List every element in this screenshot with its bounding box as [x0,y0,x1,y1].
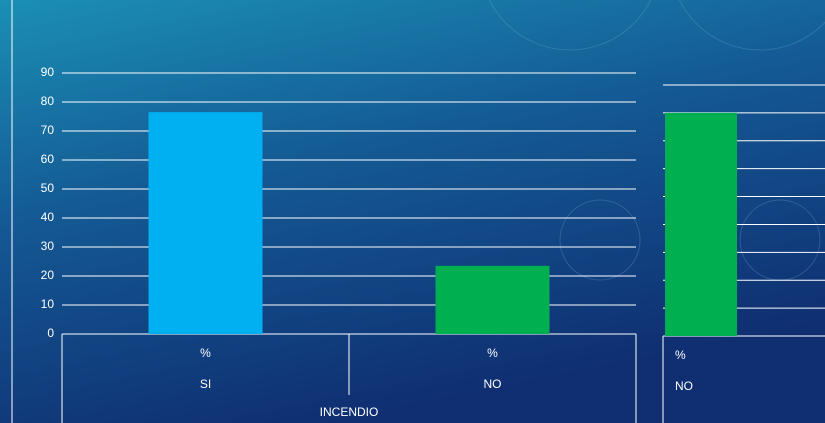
y-tick-label: 80 [41,94,55,108]
y-tick-label: 10 [41,297,55,311]
bar [435,265,550,334]
category-unit: % [675,348,686,362]
chart: % NO [662,84,825,423]
x-tick-label: NO [484,377,502,391]
category-unit: % [200,346,211,360]
x-tick-label: NO [675,379,693,393]
category-unit: % [487,346,498,360]
group-label: INCENDIO [320,405,379,419]
y-tick-label: 0 [47,326,54,340]
bar [148,112,263,335]
y-tick-label: 70 [41,123,55,137]
bar [665,112,737,336]
x-tick-label: SI [200,377,211,391]
y-tick-label: 40 [41,210,55,224]
y-tick-label: 90 [41,65,55,79]
chart: 0 10 20 30 40 50 60 70 80 90% SI% NO INCENDIO [41,65,637,423]
y-tick-label: 60 [41,152,55,166]
y-tick-label: 20 [41,268,55,282]
y-tick-label: 50 [41,181,55,195]
y-tick-label: 30 [41,239,55,253]
